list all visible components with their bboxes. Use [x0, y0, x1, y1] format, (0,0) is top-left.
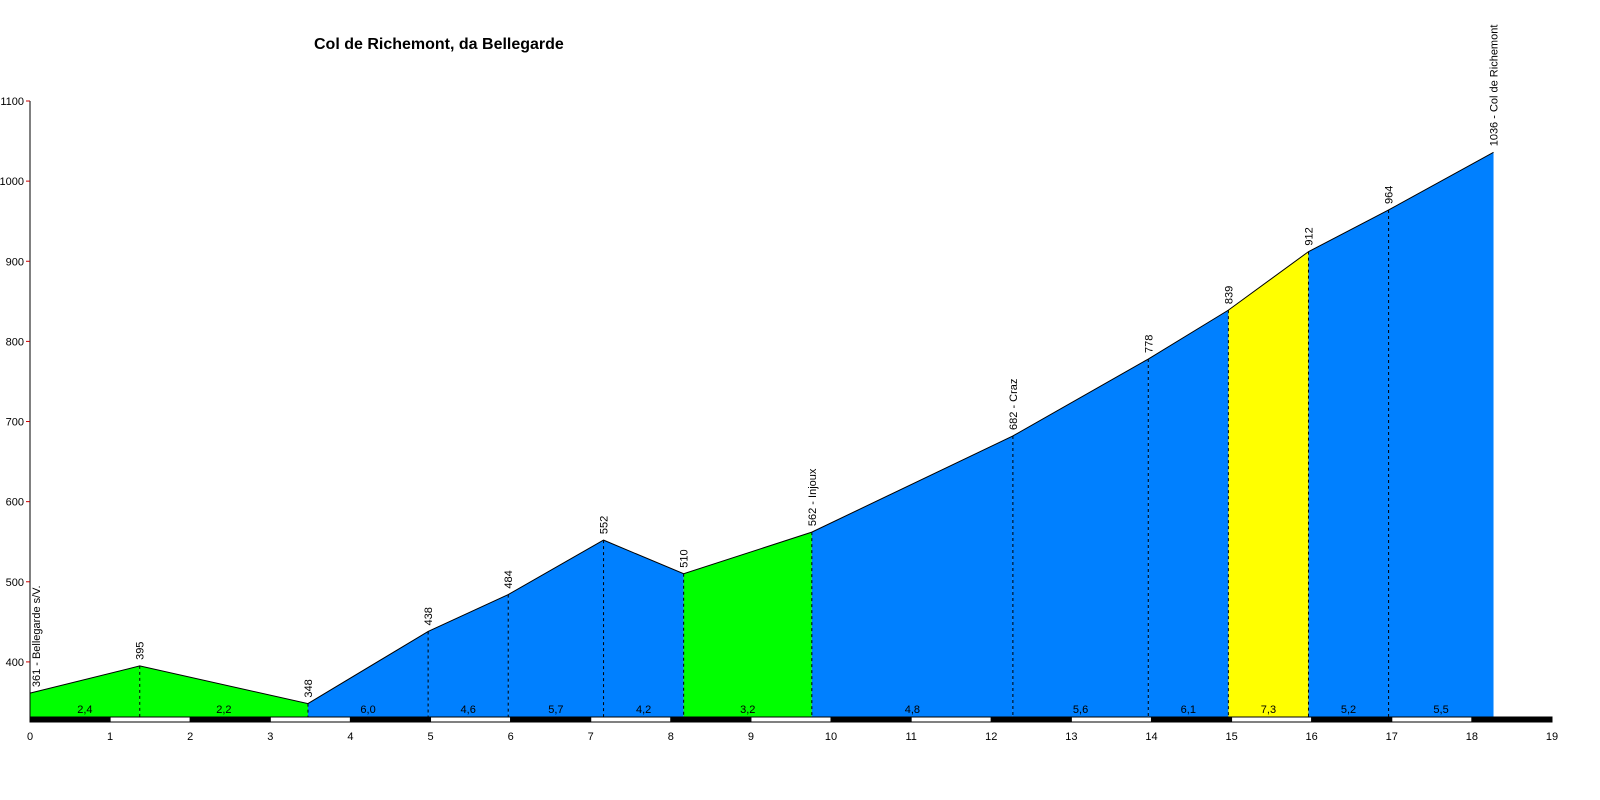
elevation-label: 778 [1143, 335, 1155, 353]
x-tick-label: 1 [107, 731, 113, 743]
elevation-label: 964 [1384, 186, 1396, 204]
x-tick-label: 14 [1145, 731, 1157, 743]
profile-segment-10 [1148, 310, 1229, 718]
gradient-label: 5,2 [1341, 704, 1356, 716]
gradient-label: 5,7 [548, 704, 563, 716]
km-scale-block [1391, 716, 1473, 723]
x-tick-label: 3 [267, 731, 273, 743]
km-scale-block [349, 716, 432, 723]
km-scale-block [430, 716, 512, 723]
profile-segment-8 [811, 435, 1013, 718]
km-scale-block [1231, 716, 1313, 723]
y-tick-label: 800 [6, 336, 24, 348]
chart-title: Col de Richemont, da Bellegarde [314, 36, 564, 53]
elevation-label: 552 [599, 516, 611, 534]
y-tick-label: 600 [6, 497, 24, 509]
x-tick-label: 2 [187, 731, 193, 743]
profile-outline [29, 151, 1494, 705]
km-scale-block [29, 716, 111, 723]
x-tick-label: 11 [905, 731, 916, 743]
gradient-label: 2,4 [77, 704, 92, 716]
elevation-label: 510 [679, 549, 691, 567]
x-tick-label: 6 [508, 731, 514, 743]
x-tick-label: 7 [588, 731, 594, 743]
gradient-label: 7,3 [1261, 704, 1276, 716]
y-tick-label: 400 [6, 657, 24, 669]
profile-segment-4 [428, 594, 509, 718]
y-tick-label: 1000 [0, 176, 24, 188]
x-tick-label: 8 [668, 731, 674, 743]
elevation-label: 395 [135, 642, 147, 660]
gradient-label: 4,8 [905, 704, 920, 716]
x-tick-label: 17 [1386, 731, 1398, 743]
elevation-label: 1036 - Col de Richemont [1489, 25, 1501, 147]
elevation-label: 562 - Injoux [807, 468, 819, 526]
gradient-label: 4,6 [461, 704, 476, 716]
gradient-label: 6,1 [1181, 704, 1196, 716]
km-scale-block [910, 716, 992, 723]
y-tick-label: 500 [6, 577, 24, 589]
x-tick-label: 5 [427, 731, 433, 743]
x-tick-label: 19 [1546, 731, 1558, 743]
y-tick-label: 1100 [0, 96, 24, 108]
km-scale-block [590, 716, 672, 723]
gradient-label: 5,5 [1433, 704, 1448, 716]
y-tick-label: 700 [6, 417, 24, 429]
x-tick-label: 15 [1225, 731, 1237, 743]
y-tick-label: 900 [6, 256, 24, 268]
elevation-label: 361 - Bellegarde s/V. [31, 585, 43, 687]
elevation-label: 682 - Craz [1008, 379, 1020, 430]
x-tick-label: 4 [347, 731, 353, 743]
x-tick-label: 13 [1065, 731, 1077, 743]
profile-segment-13 [1388, 152, 1494, 719]
profile-segment-11 [1228, 251, 1309, 718]
gradient-label: 3,2 [740, 704, 755, 716]
elevation-label: 348 [303, 679, 315, 697]
x-tick-label: 16 [1306, 731, 1318, 743]
profile-segment-5 [508, 540, 604, 718]
profile-segment-7 [683, 532, 812, 718]
elevation-label: 484 [503, 570, 515, 588]
x-tick-label: 0 [27, 731, 33, 743]
elevation-label: 438 [423, 607, 435, 625]
gradient-label: 4,2 [636, 704, 651, 716]
profile-segment-6 [603, 540, 684, 718]
profile-segment-9 [1012, 359, 1149, 718]
gradient-label: 6,0 [360, 704, 375, 716]
km-scale-block [269, 716, 351, 723]
elevation-label: 912 [1303, 227, 1315, 245]
km-scale-block [990, 716, 1072, 723]
km-scale-block [510, 716, 592, 723]
km-scale-block [750, 716, 832, 723]
gradient-label: 2,2 [216, 704, 231, 716]
km-scale-block [1070, 716, 1152, 723]
x-tick-label: 18 [1466, 731, 1478, 743]
gradient-label: 5,6 [1073, 704, 1088, 716]
km-scale-block [1150, 716, 1233, 723]
km-scale-block [670, 716, 752, 723]
x-tick-label: 12 [985, 731, 997, 743]
km-scale-block [109, 716, 191, 723]
km-scale-block [1311, 716, 1393, 723]
km-scale-block [189, 716, 271, 723]
profile-segment-1 [30, 665, 140, 718]
profile-segment-2 [139, 665, 308, 718]
km-scale-block [830, 716, 912, 723]
profile-segment-3 [307, 631, 429, 718]
x-tick-label: 10 [825, 731, 837, 743]
x-tick-label: 9 [748, 731, 754, 743]
elevation-label: 839 [1223, 286, 1235, 304]
km-scale-block [1471, 716, 1553, 723]
profile-segment-12 [1308, 209, 1389, 718]
